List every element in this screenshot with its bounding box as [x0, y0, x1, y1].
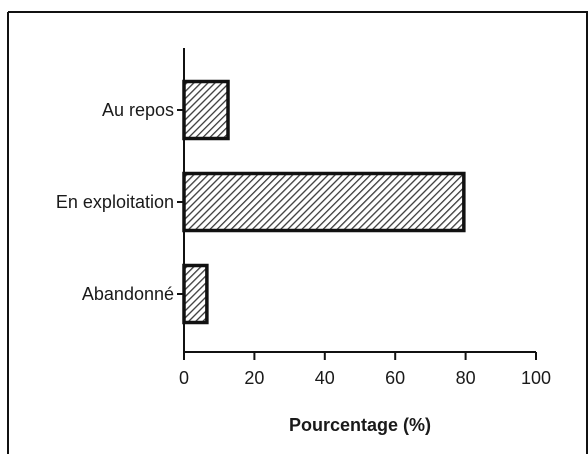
x-tick-label: 40 — [315, 368, 335, 388]
bar-2 — [182, 263, 209, 325]
x-ticks-group: 0 20 40 60 80 100 — [179, 352, 551, 388]
x-tick-label: 0 — [179, 368, 189, 388]
bars-group — [182, 79, 466, 325]
x-tick-label: 80 — [456, 368, 476, 388]
bar-0 — [182, 79, 230, 141]
y-tick-label: Au repos — [102, 100, 174, 120]
x-axis-label: Pourcentage (%) — [289, 415, 431, 435]
x-tick-label: 100 — [521, 368, 551, 388]
x-tick-label: 60 — [385, 368, 405, 388]
y-tick-label: Abandonné — [82, 284, 174, 304]
bar-1 — [182, 171, 466, 233]
y-tick-label: En exploitation — [56, 192, 174, 212]
figure-border — [7, 11, 588, 454]
x-tick-label: 20 — [244, 368, 264, 388]
y-ticks-group: Au repos En exploitation Abandonné — [56, 100, 184, 304]
plot-area: Au repos En exploitation Abandonné 0 20 40 60… — [56, 48, 551, 435]
